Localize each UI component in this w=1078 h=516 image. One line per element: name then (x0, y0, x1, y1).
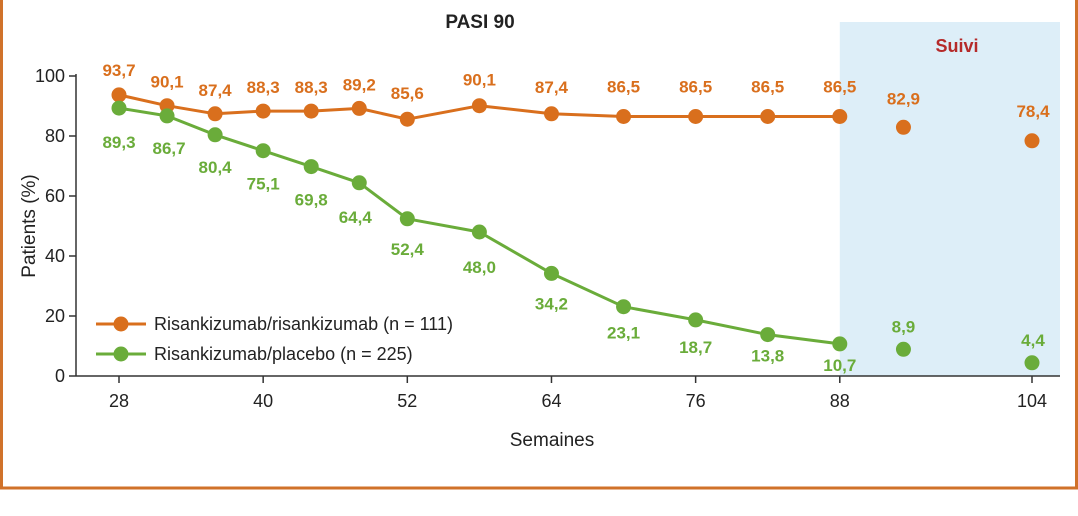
data-label: 86,7 (153, 139, 186, 158)
y-axis-title: Patients (%) (19, 174, 40, 277)
data-point-green (895, 341, 911, 357)
data-point-orange (616, 109, 632, 124)
legend: Risankizumab/risankizumab (n = 111) Risa… (96, 314, 453, 364)
data-point-orange (207, 106, 223, 122)
data-point-green (111, 100, 127, 116)
outer-frame-border (0, 0, 1078, 490)
data-point-orange (688, 109, 704, 124)
data-label: 13,8 (751, 347, 784, 366)
data-point-green (616, 299, 632, 315)
data-label: 86,5 (679, 78, 712, 97)
data-label: 90,1 (463, 71, 496, 90)
series-layer (111, 87, 1040, 371)
data-label: 52,4 (391, 240, 425, 259)
data-point-orange (351, 100, 367, 116)
data-label: 64,4 (339, 208, 373, 227)
data-label: 4,4 (1021, 331, 1045, 350)
data-point-orange (255, 103, 271, 119)
data-point-green (760, 327, 776, 343)
data-label: 34,2 (535, 294, 568, 313)
data-point-orange (832, 109, 848, 124)
data-point-green (688, 312, 704, 328)
legend-marker-risankizumab-risankizumab (113, 316, 129, 332)
data-label: 93,7 (102, 61, 135, 80)
data-label: 89,3 (102, 133, 135, 152)
data-point-green (159, 108, 175, 124)
x-tick-label: 28 (109, 391, 129, 411)
data-label: 87,4 (535, 78, 569, 97)
data-point-orange (760, 109, 776, 124)
data-label: 89,2 (343, 75, 376, 94)
data-label: 48,0 (463, 258, 496, 277)
legend-marker-risankizumab-placebo (113, 346, 129, 362)
data-point-orange (543, 106, 559, 122)
data-point-orange (471, 98, 487, 114)
y-tick-label: 40 (45, 246, 65, 266)
x-tick-label: 64 (541, 391, 561, 411)
data-label: 86,5 (751, 78, 784, 97)
x-tick-label: 88 (830, 391, 850, 411)
data-label: 23,1 (607, 324, 640, 343)
x-tick-label: 52 (397, 391, 417, 411)
data-label: 69,8 (295, 191, 328, 210)
data-label: 78,4 (1016, 102, 1050, 121)
y-tick-label: 100 (35, 66, 65, 86)
x-tick-label: 76 (686, 391, 706, 411)
data-label: 88,3 (295, 78, 328, 97)
data-point-orange (399, 111, 415, 127)
followup-label: Suivi (935, 36, 978, 56)
data-label: 82,9 (887, 89, 920, 108)
x-axis-title: Semaines (510, 430, 595, 451)
legend-label-risankizumab-risankizumab: Risankizumab/risankizumab (n = 111) (154, 314, 453, 334)
data-label: 80,4 (199, 158, 233, 177)
legend-label-risankizumab-placebo: Risankizumab/placebo (n = 225) (154, 344, 413, 364)
y-tick-label: 80 (45, 126, 65, 146)
data-point-green (399, 211, 415, 227)
data-label: 75,1 (247, 175, 280, 194)
data-label: 86,5 (823, 78, 856, 97)
data-point-green (543, 265, 559, 281)
chart-title: PASI 90 (445, 12, 514, 33)
data-point-green (255, 143, 271, 159)
data-point-orange (1024, 133, 1040, 149)
axes: 0 20 40 60 80 100 28 40 52 64 76 88 104 (35, 66, 1060, 411)
y-tick-label: 60 (45, 186, 65, 206)
data-point-orange (895, 119, 911, 135)
data-point-orange (111, 87, 127, 103)
data-point-green (207, 127, 223, 143)
data-label: 86,5 (607, 78, 640, 97)
y-tick-label: 0 (55, 366, 65, 386)
data-point-green (832, 336, 848, 352)
data-labels: 93,7 90,1 87,4 88,3 88,3 89,2 85,6 90,1 87,4 86,5… (102, 61, 1050, 375)
data-label: 87,4 (199, 81, 233, 100)
data-label: 8,9 (892, 317, 916, 336)
data-point-green (1024, 355, 1040, 371)
data-label: 85,6 (391, 84, 424, 103)
data-point-orange (303, 103, 319, 119)
data-point-green (351, 175, 367, 191)
data-point-green (303, 159, 319, 175)
data-label: 90,1 (151, 73, 184, 92)
y-tick-label: 20 (45, 306, 65, 326)
data-label: 18,7 (679, 338, 712, 357)
followup-region (839, 22, 1060, 376)
data-label: 10,7 (823, 356, 856, 375)
x-tick-label: 40 (253, 391, 273, 411)
data-point-green (471, 224, 487, 240)
data-label: 88,3 (247, 78, 280, 97)
x-tick-label: 104 (1017, 391, 1047, 411)
